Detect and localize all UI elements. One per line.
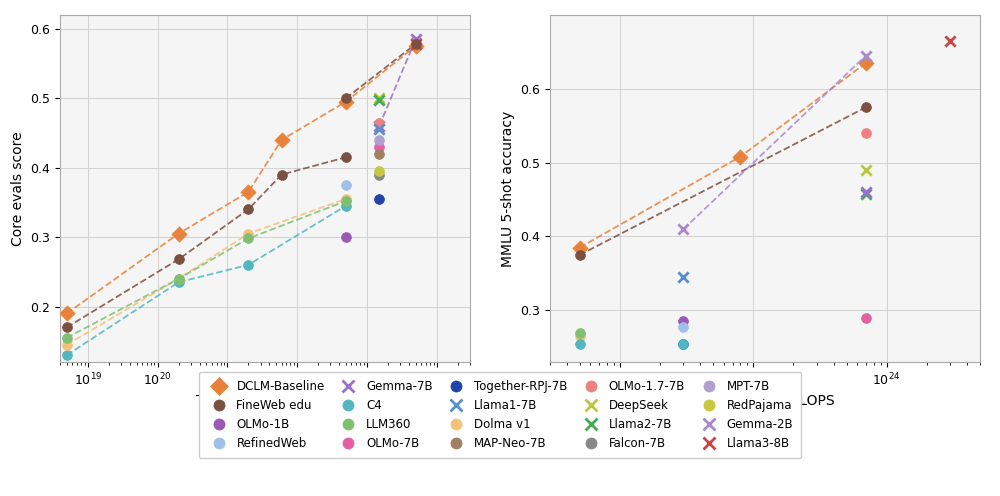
Point (371, 119, 387, 126)
Point (59, 310, 75, 317)
Point (408, 40, 424, 48)
Point (240, 188, 256, 196)
Point (675, 340, 691, 348)
Point (59, 323, 75, 331)
Point (171, 255, 187, 263)
X-axis label: Total training FLOPS: Total training FLOPS (196, 394, 334, 408)
Point (371, 136, 387, 144)
Point (338, 195, 354, 203)
Point (338, 153, 354, 161)
Point (675, 340, 691, 348)
Point (371, 125, 387, 133)
Point (858, 314, 874, 322)
Y-axis label: MMLU 5-shot accuracy: MMLU 5-shot accuracy (501, 110, 515, 267)
Point (408, 35, 424, 43)
Point (371, 122, 387, 130)
Point (408, 39, 424, 47)
Point (338, 94, 354, 102)
Point (240, 261, 256, 269)
Point (572, 244, 588, 251)
Point (371, 167, 387, 175)
Point (675, 317, 691, 325)
Point (338, 98, 354, 106)
Point (338, 233, 354, 241)
Point (858, 129, 874, 137)
Point (675, 225, 691, 233)
Point (572, 251, 588, 259)
Point (59, 334, 75, 342)
Point (371, 171, 387, 179)
Point (408, 42, 424, 50)
Point (240, 235, 256, 243)
Point (858, 103, 874, 111)
Point (338, 181, 354, 189)
Point (274, 171, 290, 179)
Point (572, 332, 588, 340)
Point (171, 230, 187, 238)
Point (371, 96, 387, 104)
Point (572, 340, 588, 348)
Point (338, 197, 354, 205)
Point (371, 143, 387, 151)
Point (858, 166, 874, 174)
Point (858, 189, 874, 197)
Point (274, 136, 290, 144)
Point (371, 195, 387, 203)
Point (59, 351, 75, 359)
Point (371, 94, 387, 102)
Point (371, 150, 387, 158)
Y-axis label: Core evals score: Core evals score (11, 131, 25, 246)
Point (171, 275, 187, 283)
Point (858, 59, 874, 67)
Point (732, 153, 748, 161)
X-axis label: Total training FLOPS: Total training FLOPS (696, 394, 834, 408)
Point (572, 328, 588, 336)
Point (675, 323, 691, 331)
Point (858, 52, 874, 60)
Point (408, 40, 424, 48)
Point (171, 275, 187, 283)
Point (240, 205, 256, 213)
Point (675, 273, 691, 281)
Point (240, 230, 256, 238)
Point (858, 188, 874, 196)
Point (59, 341, 75, 349)
Point (942, 37, 958, 45)
Point (171, 278, 187, 286)
Legend: DCLM-Baseline, FineWeb edu, OLMo-1B, RefinedWeb, Gemma-7B, C4, LLM360, OLMo-7B, : DCLM-Baseline, FineWeb edu, OLMo-1B, Ref… (199, 372, 801, 458)
Point (338, 202, 354, 210)
